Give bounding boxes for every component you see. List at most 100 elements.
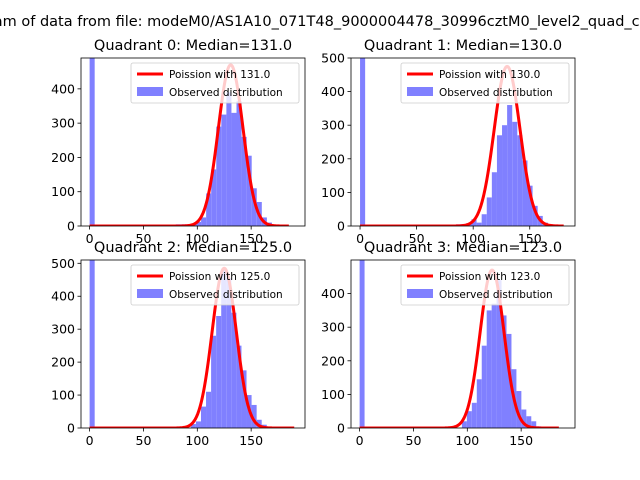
legend: Poission with 125.0 Observed distribution	[130, 264, 300, 306]
legend-box	[130, 264, 300, 306]
histogram-bar	[512, 121, 518, 226]
axes-frame	[80, 57, 306, 227]
y-tick-label: 400	[51, 81, 75, 96]
y-tick-label: 100	[321, 387, 345, 402]
subplot-quadrant-1: 0 50 100 150 0 100 200 300 400 500 Quadrant 1: Med…	[321, 38, 576, 246]
x-tick-label: 0	[356, 433, 364, 448]
histogram-bar	[89, 260, 95, 428]
subplot-title: Quadrant 2: Median=125.0	[94, 240, 292, 256]
histogram-bar	[216, 316, 222, 428]
histogram-bar	[216, 126, 222, 226]
histogram-bar	[506, 333, 512, 428]
histogram-bar	[206, 193, 212, 226]
legend-poisson-label: Poission with 123.0	[439, 271, 540, 283]
x-tick-label: 100	[185, 231, 209, 246]
legend-observed-swatch	[407, 289, 433, 298]
legend-observed-swatch	[137, 87, 163, 96]
histogram-bar	[501, 315, 507, 428]
x-tick-label: 150	[509, 433, 533, 448]
histogram-bar	[236, 100, 242, 226]
axes-frame	[80, 259, 306, 429]
legend-observed-label: Observed distribution	[169, 87, 283, 99]
legend-poisson-label: Poission with 130.0	[439, 69, 540, 81]
y-tick-label: 0	[67, 219, 75, 234]
histogram-bar	[221, 269, 227, 428]
x-tick-label: 50	[406, 433, 422, 448]
histogram-bar	[496, 135, 503, 226]
histogram-bar	[486, 310, 492, 428]
histogram-bar	[471, 219, 477, 226]
histogram-bar	[532, 205, 538, 226]
histogram-bar	[251, 404, 257, 428]
y-tick-label: 200	[321, 151, 345, 166]
legend: Poission with 123.0 Observed distribution	[400, 264, 570, 306]
histogram-bar	[481, 345, 487, 428]
subplot-title: Quadrant 1: Median=130.0	[364, 38, 562, 54]
y-tick-label: 400	[51, 289, 75, 304]
legend-poisson-label: Poission with 131.0	[169, 69, 270, 81]
histogram-bar	[471, 402, 477, 428]
x-tick-label: 150	[239, 433, 263, 448]
figure-suptitle: Histogram of data from file: modeM0/AS1A…	[0, 14, 640, 30]
x-tick-label: 0	[356, 231, 364, 246]
y-tick-label: 100	[321, 185, 345, 200]
histogram-bar	[502, 125, 508, 226]
histogram-bar	[231, 112, 237, 226]
subplot-quadrant-2: 0 50 100 150 0 100 200 300 400 500 Quadrant 2: Med…	[51, 240, 306, 448]
histogram-bar	[527, 185, 533, 226]
histogram-bar	[190, 424, 196, 428]
x-tick-label: 50	[136, 433, 152, 448]
histogram-bar	[211, 335, 217, 428]
x-tick-label: 150	[239, 231, 263, 246]
legend-box	[400, 264, 570, 306]
y-tick-label: 100	[51, 184, 75, 199]
plot-area	[358, 260, 560, 428]
y-tick-label: 0	[67, 421, 75, 436]
histogram-bar	[491, 172, 497, 226]
subplot-title: Quadrant 3: Median=123.0	[364, 240, 562, 256]
histogram-bar	[486, 197, 492, 226]
histogram-bar	[236, 345, 242, 428]
x-tick-label: 0	[86, 231, 94, 246]
histogram-bar	[196, 221, 202, 226]
histogram-bar	[201, 217, 207, 226]
histogram-bar	[246, 155, 252, 226]
histogram-bar	[491, 303, 497, 428]
histogram-bar	[476, 379, 482, 428]
poisson-curve	[358, 268, 560, 428]
y-tick-label: 200	[51, 150, 75, 165]
x-tick-label: 100	[185, 433, 209, 448]
x-tick-label: 0	[86, 433, 94, 448]
histogram-bar	[211, 169, 217, 226]
legend-box	[400, 62, 570, 104]
histogram-bar	[360, 58, 366, 226]
y-tick-label: 500	[321, 51, 345, 66]
histogram-bar	[526, 416, 532, 428]
histogram-bar	[206, 391, 212, 428]
legend-box	[130, 62, 300, 104]
histogram-bar	[241, 370, 247, 428]
axes-frame	[350, 259, 576, 429]
legend: Poission with 130.0 Observed distribution	[400, 62, 570, 104]
histogram-bar	[507, 105, 513, 226]
legend-observed-label: Observed distribution	[439, 289, 553, 301]
histogram-bar	[200, 406, 207, 428]
plot-area	[88, 58, 290, 226]
y-tick-label: 300	[51, 116, 75, 131]
legend-observed-swatch	[407, 87, 433, 96]
x-tick-label: 100	[461, 231, 485, 246]
y-tick-label: 200	[321, 353, 345, 368]
histogram-bar	[221, 114, 227, 226]
subplot-quadrant-0: 0 50 100 150 0 100 200 300 400 Quadrant 0: Median…	[51, 38, 306, 246]
histogram-bar	[241, 136, 247, 226]
histogram-bar	[359, 260, 365, 428]
histogram-bar	[531, 421, 537, 428]
y-tick-label: 300	[321, 118, 345, 133]
histogram-bar	[226, 92, 232, 226]
x-tick-label: 150	[518, 231, 542, 246]
legend-observed-label: Observed distribution	[439, 87, 553, 99]
histogram-bar	[466, 411, 472, 428]
y-tick-label: 400	[321, 84, 345, 99]
legend-observed-label: Observed distribution	[169, 289, 283, 301]
